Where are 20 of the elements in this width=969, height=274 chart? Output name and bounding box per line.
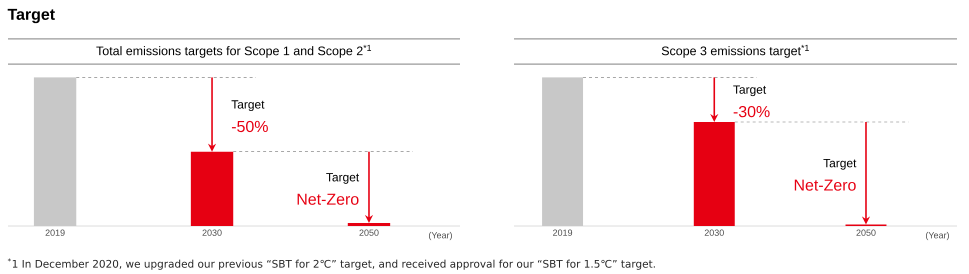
- x-axis-title: (Year): [926, 232, 949, 240]
- x-tick-label: 2050: [856, 230, 876, 236]
- chart-title: Scope 3 emissions target$^{*1}$: [662, 44, 809, 58]
- x-tick-label: 2030: [202, 230, 222, 236]
- annotation: Target: [823, 158, 856, 170]
- annotation: Target: [733, 85, 766, 96]
- x-tick-label: 2019: [46, 230, 65, 236]
- annotation: Net-Zero: [298, 194, 359, 205]
- annotation: Target: [326, 173, 360, 184]
- x-tick-label: 2030: [704, 230, 724, 236]
- chart-title: Total emissions targets for Scope 1 and Scope 2$^{*1}$: [96, 44, 372, 58]
- annotation: -30%: [734, 106, 770, 118]
- text: Target: [8, 8, 55, 24]
- x-axis-title: (Year): [428, 232, 452, 240]
- annotation: -50%: [232, 120, 268, 132]
- annotation: Target: [232, 100, 264, 112]
- annotation: Net-Zero: [794, 180, 856, 191]
- x-tick-label: 2050: [359, 230, 379, 236]
- text: $^{*}$1 In December 2020, we upgraded our previous “SBT for 2℃” target, and received approval for our “SBT for 1.5℃” target.: [8, 258, 655, 270]
- x-tick-label: 2019: [553, 230, 572, 236]
